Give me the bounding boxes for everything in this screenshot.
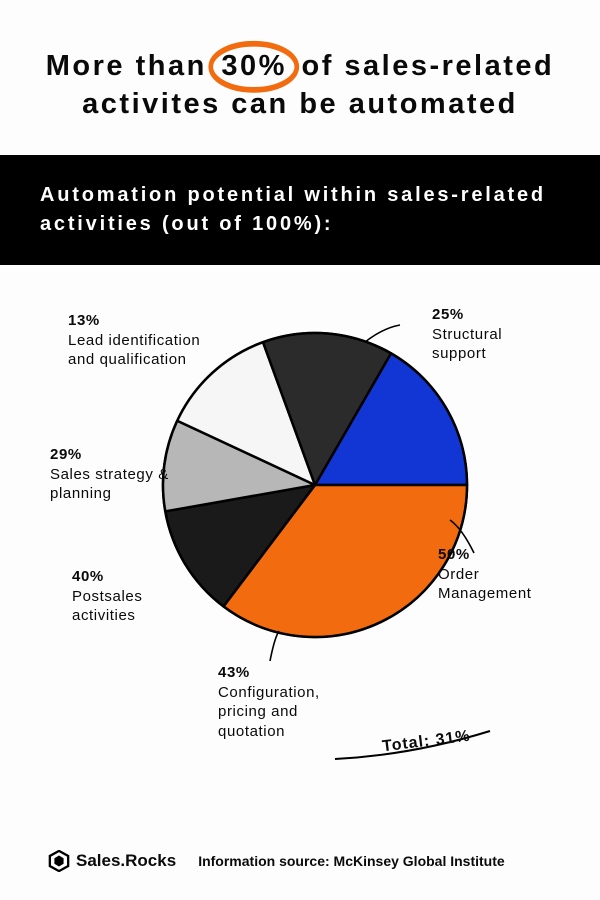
subtitle-bar: Automation potential within sales-relate… (0, 155, 600, 265)
headline-highlight: 30% (217, 48, 291, 86)
brand-logo: Sales.Rocks (48, 850, 176, 872)
subtitle-text: Automation potential within sales-relate… (40, 184, 546, 235)
headline-block: More than 30% of sales-related activites… (0, 0, 600, 155)
brand-name: Sales.Rocks (76, 851, 176, 871)
slice-label-lead: 13%Lead identification and qualification (68, 311, 228, 370)
source-credit: Information source: McKinsey Global Inst… (198, 853, 505, 869)
slice-label-structural: 25%Structural support (432, 305, 542, 364)
footer: Sales.Rocks Information source: McKinsey… (0, 850, 600, 872)
pie-chart-area: Total: 31% 25%Structural support50%Order… (0, 265, 600, 775)
slice-label-config: 43%Configuration, pricing and quotation (218, 663, 368, 741)
slice-label-strategy: 29%Sales strategy & planning (50, 445, 170, 504)
headline-text: More than 30% of sales-related activites… (42, 48, 558, 123)
headline-pre: More than (46, 50, 207, 82)
leader-line (270, 631, 279, 661)
hexagon-icon (48, 850, 70, 872)
slice-label-order: 50%Order Management (438, 545, 548, 604)
slice-label-postsales: 40%Postsales activities (72, 567, 182, 626)
